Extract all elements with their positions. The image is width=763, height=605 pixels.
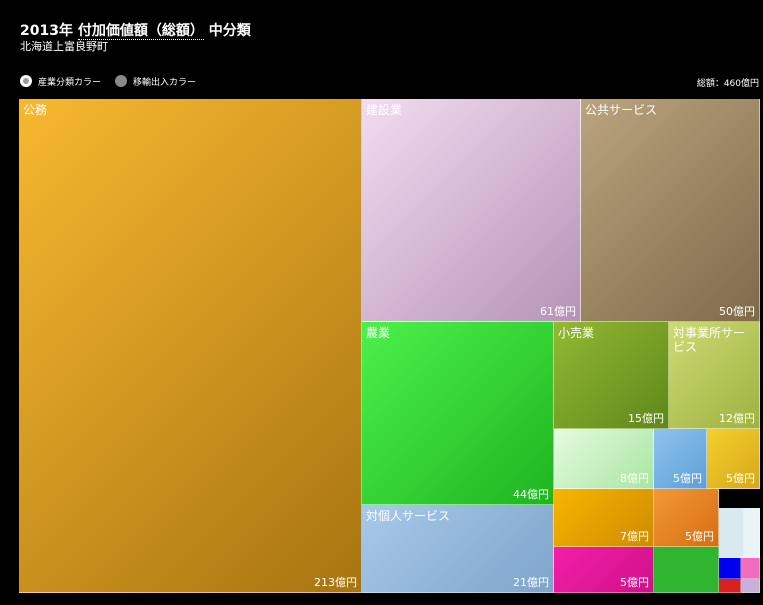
title-year: 2013年 [20, 23, 73, 39]
cell-name-label: 農業 [366, 326, 391, 340]
treemap-small-cell[interactable] [741, 558, 760, 579]
cell-name-label: 対個人サービス [366, 509, 451, 523]
cell-name-label: 公務 [23, 103, 48, 117]
cell-value-label: 21億円 [513, 576, 549, 589]
treemap-cell[interactable]: 8億円 [554, 429, 654, 489]
treemap-small-cell[interactable] [719, 508, 744, 558]
total-amount: 総額：460億円 [696, 79, 759, 89]
treemap-small-cell[interactable] [719, 558, 741, 579]
cell-name-label: 小売業 [558, 326, 595, 340]
cell-value-label: 50億円 [719, 305, 755, 318]
treemap-cell[interactable]: 小売業 15億円 [554, 322, 669, 429]
industry-color-label: 産業分類カラー [38, 77, 102, 88]
chart-title: 2013年 付加価値額（総額） 中分類 [20, 20, 251, 40]
treemap-cell[interactable]: 5億円 [654, 429, 707, 489]
cell-name-label: 公共サービス [585, 103, 658, 117]
cell-value-label: 5億円 [620, 576, 649, 589]
title-level: 中分類 [208, 23, 251, 39]
treemap-cell[interactable]: 5億円 [707, 429, 760, 489]
treemap-cell[interactable]: 公務 213億円 [19, 99, 362, 593]
cell-value-label: 61億円 [540, 305, 576, 318]
cell-name-label: 建設業 [366, 103, 403, 117]
radio-selected-icon [20, 75, 32, 87]
cell-value-label: 5億円 [673, 472, 702, 485]
treemap-cell[interactable]: 農業 44億円 [362, 322, 554, 505]
trade-color-label: 移輸出入カラー [133, 77, 197, 88]
industry-color-radio[interactable]: 産業分類カラー [20, 75, 101, 88]
cell-name-label: 対事業所サービス [673, 326, 746, 354]
treemap-cell[interactable]: 5億円 [554, 547, 654, 593]
color-mode-selector: 産業分類カラー 移輸出入カラー [20, 74, 210, 88]
cell-value-label: 5億円 [685, 530, 714, 543]
treemap-small-cell[interactable] [744, 508, 760, 558]
title-measure[interactable]: 付加価値額（総額） [77, 23, 204, 40]
treemap-small-cell[interactable] [719, 579, 741, 593]
treemap-cell[interactable]: 7億円 [554, 489, 654, 547]
treemap-cell[interactable]: 5億円 [654, 489, 719, 547]
treemap-cell[interactable]: 建設業 61億円 [362, 99, 581, 322]
treemap-cell[interactable]: 対事業所サービス 12億円 [669, 322, 760, 429]
cell-value-label: 5億円 [726, 472, 755, 485]
cell-value-label: 8億円 [620, 472, 649, 485]
cell-value-label: 7億円 [620, 530, 649, 543]
region-subtitle: 北海道上富良野町 [20, 40, 108, 53]
treemap-small-cell[interactable] [654, 547, 719, 593]
radio-unselected-icon [115, 75, 128, 87]
cell-value-label: 213億円 [314, 576, 357, 589]
treemap-cell[interactable]: 対個人サービス 21億円 [362, 505, 554, 593]
treemap-chart: 公務 213億円 建設業 61億円 公共サービス 50億円農業 44億円対個人サービス 21億… [19, 99, 760, 593]
cell-value-label: 44億円 [513, 488, 549, 501]
trade-color-radio[interactable]: 移輸出入カラー [115, 75, 196, 88]
cell-value-label: 12億円 [719, 412, 755, 425]
treemap-small-cell[interactable] [741, 579, 760, 593]
treemap-cell[interactable]: 公共サービス 50億円 [581, 99, 760, 322]
cell-value-label: 15億円 [628, 412, 664, 425]
